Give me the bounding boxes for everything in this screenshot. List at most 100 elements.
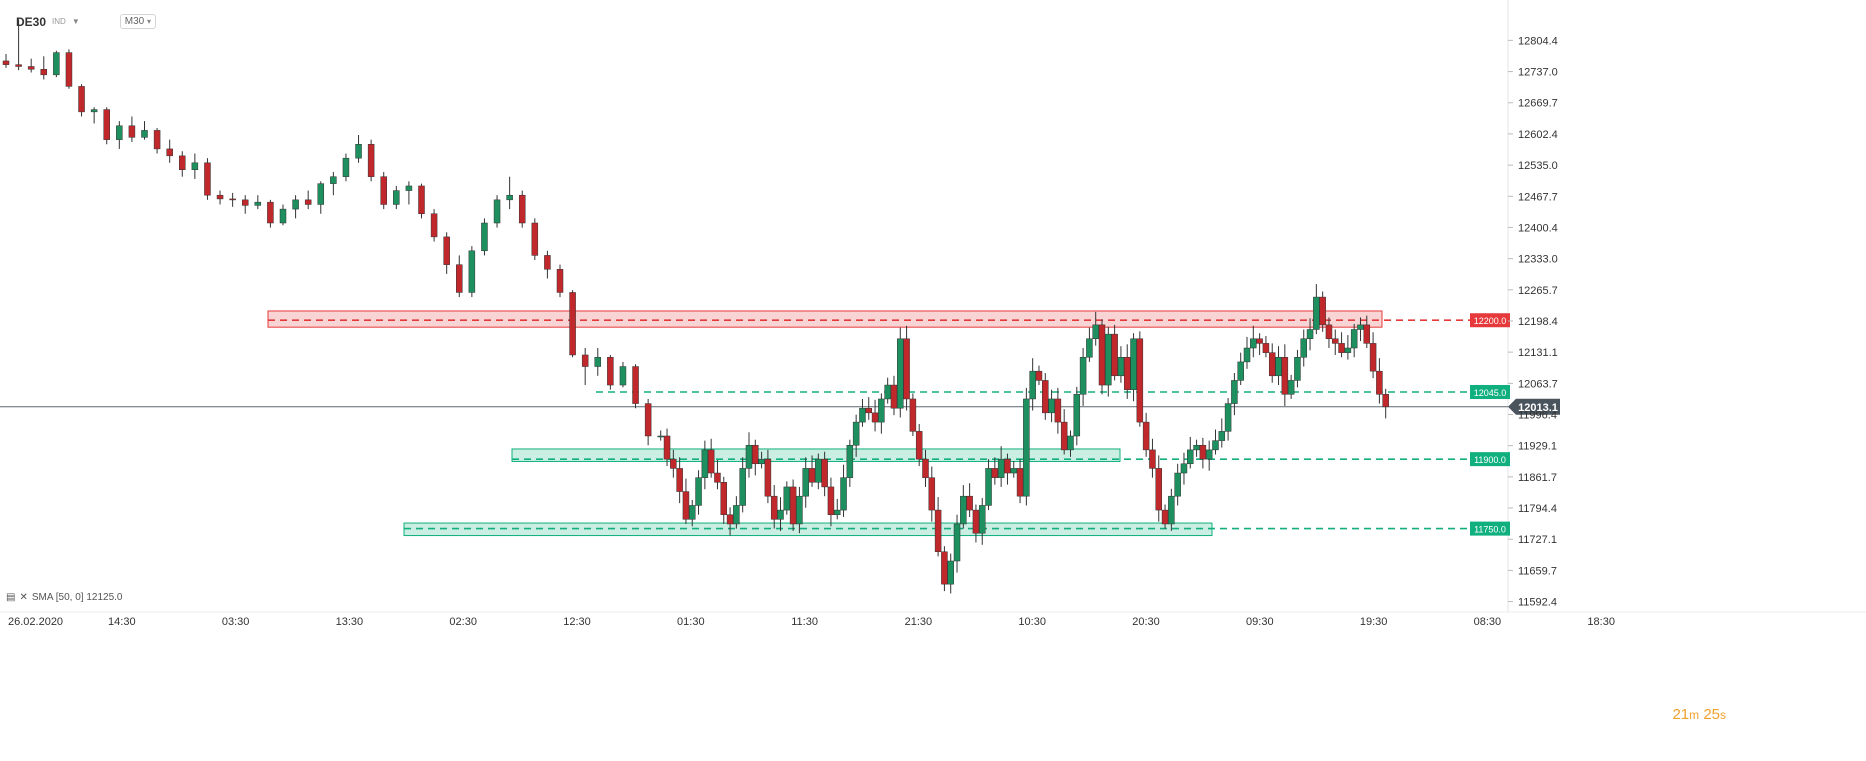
- candle-body: [493, 199, 501, 224]
- y-tick-label: 11996.4: [1518, 410, 1557, 422]
- candle-body: [972, 509, 980, 534]
- candle-body: [1332, 338, 1339, 344]
- candle-body: [393, 190, 400, 205]
- candle-body: [1338, 343, 1345, 353]
- x-tick-label: 09:30: [1246, 616, 1274, 628]
- chart-header: DE30 IND ▼ M30 ▾: [16, 14, 156, 29]
- indicator-label: SMA [50, 0] 12125.0: [31, 592, 123, 603]
- candle-body: [1136, 338, 1144, 423]
- candle-body: [607, 357, 614, 386]
- x-tick-label: 21:30: [905, 616, 933, 628]
- level-label-support-mid: 11900.0: [1474, 455, 1506, 465]
- candle-body: [714, 472, 721, 483]
- candle-body: [1174, 472, 1181, 497]
- candle-body: [890, 384, 898, 409]
- countdown-seconds-unit: s: [1720, 708, 1726, 722]
- candle-body: [116, 125, 123, 140]
- candle-body: [985, 468, 992, 506]
- candle-body: [27, 66, 35, 70]
- candles-layer: [2, 19, 1389, 594]
- candle-countdown: 21m 25s: [1672, 706, 1726, 723]
- x-tick-label: 18:30: [1587, 616, 1615, 628]
- candle-body: [1350, 329, 1358, 349]
- candle-body: [777, 509, 784, 520]
- candle-body: [1060, 421, 1068, 451]
- indicator-settings-icon[interactable]: ▤: [6, 592, 16, 603]
- candle-body: [141, 130, 148, 138]
- candle-body: [78, 86, 85, 113]
- candle-body: [481, 222, 488, 252]
- candle-body: [1369, 343, 1377, 372]
- candle-body: [1079, 357, 1087, 395]
- candle-body: [966, 495, 973, 511]
- candle-body: [846, 445, 854, 478]
- candle-body: [1123, 357, 1131, 390]
- candle-body: [1287, 380, 1295, 395]
- candle-body: [367, 144, 375, 177]
- candle-body: [1180, 463, 1188, 474]
- candle-body: [1300, 338, 1307, 358]
- y-tick-label: 12063.7: [1518, 378, 1558, 390]
- candle-body: [915, 431, 923, 460]
- candle-body: [821, 458, 828, 488]
- candle-body: [960, 495, 967, 525]
- timeframe-button[interactable]: M30 ▾: [119, 14, 156, 29]
- y-tick-label: 12265.7: [1518, 285, 1558, 297]
- x-tick-label: 20:30: [1132, 616, 1160, 628]
- current-price-tag: [1508, 398, 1560, 415]
- candle-body: [865, 407, 873, 414]
- y-tick-label: 12400.4: [1518, 222, 1558, 234]
- candle-body: [468, 250, 476, 293]
- candle-body: [997, 458, 1005, 478]
- level-label-support-upper: 12045.0: [1474, 388, 1507, 398]
- candle-body: [688, 505, 696, 520]
- candle-body: [292, 199, 299, 210]
- candle-body: [852, 421, 860, 446]
- candle-body: [418, 185, 425, 214]
- candle-body: [1054, 398, 1062, 423]
- x-tick-label: 13:30: [336, 616, 364, 628]
- candle-body: [330, 176, 337, 184]
- candle-body: [796, 495, 803, 525]
- symbol-name[interactable]: DE30: [16, 14, 47, 29]
- candle-body: [707, 449, 715, 474]
- candle-body: [1010, 468, 1018, 474]
- candle-body: [544, 255, 551, 270]
- candle-body: [928, 477, 936, 511]
- candle-body: [65, 52, 73, 87]
- candle-body: [317, 183, 325, 205]
- candle-body: [405, 185, 413, 191]
- candle-body: [191, 162, 199, 170]
- candle-body: [254, 201, 262, 206]
- candle-body: [1250, 338, 1257, 349]
- candle-body: [1218, 431, 1226, 441]
- candle-body: [770, 495, 778, 520]
- level-label-bg-support-low: [1470, 521, 1510, 536]
- indicator-remove-icon[interactable]: ✕: [19, 592, 28, 603]
- candle-body: [1294, 357, 1301, 381]
- candle-body: [1161, 509, 1169, 525]
- candle-body: [884, 384, 891, 400]
- candle-body: [808, 468, 816, 483]
- indicator-legend[interactable]: ▤ ✕ SMA [50, 0] 12125.0: [6, 592, 122, 603]
- candle-body: [1382, 394, 1389, 408]
- candle-body: [556, 269, 564, 293]
- candle-body: [342, 157, 350, 177]
- candle-body: [1092, 324, 1099, 340]
- candle-body: [695, 477, 702, 506]
- symbol-dropdown-icon[interactable]: ▼: [71, 17, 80, 26]
- candle-body: [733, 505, 740, 525]
- candle-body: [789, 486, 797, 525]
- countdown-seconds: 25: [1703, 706, 1720, 723]
- candle-body: [815, 458, 822, 483]
- level-label-resistance: 12200.0: [1474, 316, 1507, 326]
- candle-body: [1004, 458, 1011, 474]
- candle-body: [1268, 352, 1276, 377]
- candle-body: [827, 486, 835, 515]
- x-tick-label: 01:30: [677, 616, 705, 628]
- levels-layer: 12200.0 12045.0 11900.0 11750.0 12013.1: [0, 313, 1560, 536]
- candle-body: [1357, 324, 1364, 330]
- candle-body: [1035, 370, 1043, 381]
